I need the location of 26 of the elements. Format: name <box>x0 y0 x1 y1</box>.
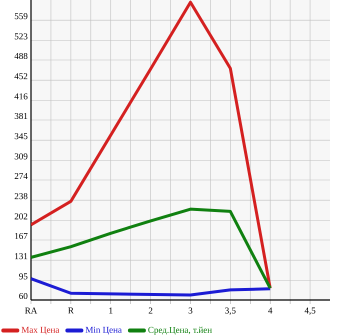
y-tick-label: 131 <box>15 253 28 260</box>
x-tick-label: 2 <box>148 308 152 314</box>
legend-label: Сред.Цена, т.йен <box>148 326 212 335</box>
y-tick-label: 523 <box>14 33 28 40</box>
y-tick-label: 381 <box>14 112 28 120</box>
y-tick-label: 416 <box>14 93 28 100</box>
y-tick-label: 95 <box>19 273 28 280</box>
x-tick-label: R <box>68 308 74 314</box>
legend-label: Min Цена <box>86 326 122 335</box>
x-tick-label: 4 <box>268 308 272 314</box>
x-tick-label: RA <box>25 308 38 314</box>
y-tick-label: 274 <box>14 173 28 179</box>
y-tick-label: 309 <box>14 153 28 160</box>
x-tick-label: 3 <box>188 308 192 314</box>
y-tick-label: 60 <box>19 292 28 300</box>
y-tick-label: 345 <box>14 133 28 140</box>
y-tick-label: 559 <box>14 13 28 20</box>
x-tick-label: 3,5 <box>225 308 236 315</box>
y-tick-label: 238 <box>14 193 28 200</box>
y-tick-label: 452 <box>14 73 28 80</box>
y-tick-label: 488 <box>14 52 28 60</box>
x-tick-label: 4,5 <box>304 308 316 315</box>
x-tick-label: 1 <box>109 308 112 314</box>
y-tick-label: 202 <box>14 213 28 220</box>
legend-label: Max Цена <box>22 326 60 335</box>
y-tick-label: 167 <box>15 232 28 240</box>
